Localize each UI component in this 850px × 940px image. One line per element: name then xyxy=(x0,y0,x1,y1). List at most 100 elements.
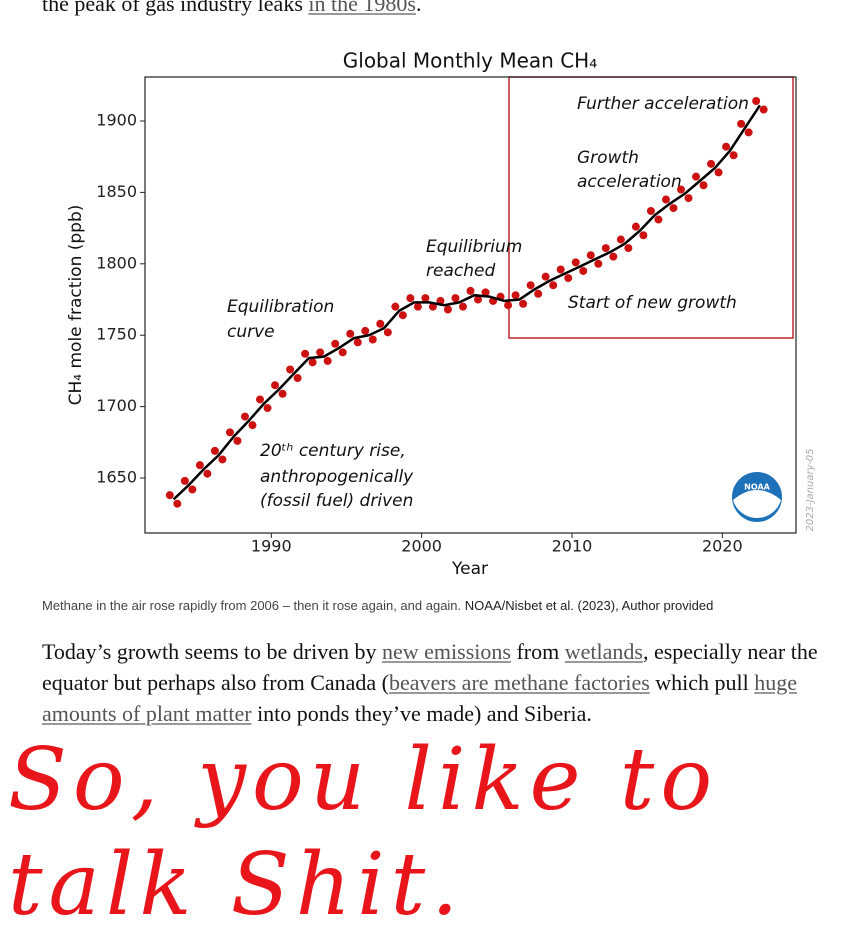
data-point xyxy=(308,358,317,367)
annotation: curve xyxy=(227,322,275,342)
data-point xyxy=(474,295,483,304)
data-point xyxy=(240,412,249,421)
data-point xyxy=(692,172,701,181)
text: the peak of gas industry leaks xyxy=(42,0,309,16)
data-point xyxy=(504,301,513,310)
handwriting: talk Shit. xyxy=(8,835,465,935)
data-point xyxy=(541,272,550,281)
x-axis-label: Year xyxy=(451,559,488,579)
x-tick-label: 1990 xyxy=(251,537,292,556)
data-point xyxy=(195,461,204,470)
handwriting: So, you like to xyxy=(8,730,719,830)
caption-text: Methane in the air rose rapidly from 200… xyxy=(42,598,462,613)
y-tick-label: 1850 xyxy=(96,182,137,201)
data-point xyxy=(699,181,708,190)
body-paragraph: Today’s growth seems to be driven by new… xyxy=(42,636,842,729)
data-point xyxy=(338,348,347,357)
data-point xyxy=(391,302,400,311)
logo-text: NOAA xyxy=(744,483,770,492)
data-point xyxy=(218,455,227,464)
annotation: Growth xyxy=(577,148,639,168)
data-point xyxy=(707,159,716,168)
intro-paragraph: the peak of gas industry leaks in the 19… xyxy=(42,0,842,19)
y-axis-label: CH₄ mole fraction (ppb) xyxy=(66,205,86,406)
text: into ponds they’ve made) and Siberia. xyxy=(251,701,592,726)
caption-credit: NOAA/Nisbet et al. (2023), Author provid… xyxy=(464,598,714,613)
data-point xyxy=(609,252,618,261)
annotation: anthropogenically xyxy=(260,467,414,487)
text: . xyxy=(415,0,422,16)
data-point xyxy=(286,365,295,374)
data-point xyxy=(203,469,212,478)
data-point xyxy=(624,244,633,253)
data-point xyxy=(256,395,265,404)
data-point xyxy=(534,289,543,298)
text: Today’s growth seems to be driven by xyxy=(42,639,383,664)
data-point xyxy=(661,195,670,204)
data-point xyxy=(331,339,340,348)
data-point xyxy=(383,328,392,337)
link[interactable]: in the 1980s xyxy=(308,0,416,16)
link[interactable]: beavers are methane factories xyxy=(389,670,650,695)
data-point xyxy=(669,204,678,213)
y-tick-label: 1750 xyxy=(96,325,137,344)
data-point xyxy=(173,499,182,508)
data-point xyxy=(406,294,415,303)
data-point xyxy=(413,302,422,311)
data-point xyxy=(248,421,257,430)
data-point xyxy=(353,338,362,347)
data-point xyxy=(676,185,685,194)
data-point xyxy=(323,356,332,365)
date-stamp: 2023-January-05 xyxy=(805,449,816,532)
annotation: Equilibrium xyxy=(426,237,522,257)
data-point xyxy=(398,311,407,320)
data-point xyxy=(180,476,189,485)
data-point xyxy=(752,96,761,105)
data-point xyxy=(466,286,475,295)
text: , especially near the equator but perhap… xyxy=(42,639,818,695)
link[interactable]: wetlands xyxy=(564,639,643,664)
x-tick-label: 2010 xyxy=(552,537,593,556)
annotation: (fossil fuel) driven xyxy=(260,491,413,511)
data-point xyxy=(631,222,640,231)
annotation: acceleration xyxy=(577,172,682,192)
annotation: Start of new growth xyxy=(568,293,737,313)
annotations: Further acceleration Growth acceleration… xyxy=(227,94,749,511)
data-point xyxy=(458,302,467,311)
data-point xyxy=(346,329,355,338)
data-point xyxy=(729,151,738,160)
data-point xyxy=(616,235,625,244)
data-point xyxy=(571,258,580,267)
y-tick-label: 1700 xyxy=(96,396,137,415)
annotation: reached xyxy=(426,261,495,281)
annotation: Further acceleration xyxy=(577,94,749,114)
data-point xyxy=(579,266,588,275)
data-point xyxy=(368,335,377,344)
data-point xyxy=(225,428,234,437)
data-point xyxy=(511,291,520,300)
data-point xyxy=(639,231,648,240)
data-point xyxy=(737,119,746,128)
data-point xyxy=(646,206,655,215)
data-point xyxy=(293,374,302,383)
data-point xyxy=(361,326,370,335)
data-point xyxy=(564,274,573,283)
data-point xyxy=(233,436,242,445)
data-point xyxy=(263,404,272,413)
text: which pull xyxy=(649,670,755,695)
y-tick-label: 1900 xyxy=(96,110,137,129)
annotation: 20ᵗʰ century rise, xyxy=(260,441,406,461)
y-tick-label: 1800 xyxy=(96,253,137,272)
x-tick-label: 2020 xyxy=(702,537,743,556)
data-point xyxy=(316,348,325,357)
annotation: Equilibration xyxy=(227,297,334,317)
text: from xyxy=(510,639,565,664)
link[interactable]: huge amounts of plant matter xyxy=(42,670,798,726)
y-tick-label: 1650 xyxy=(96,468,137,487)
chart-background xyxy=(42,45,815,590)
data-point xyxy=(526,281,535,290)
link[interactable]: new emissions xyxy=(382,639,511,664)
data-point xyxy=(601,244,610,253)
logo-wave xyxy=(733,490,781,518)
